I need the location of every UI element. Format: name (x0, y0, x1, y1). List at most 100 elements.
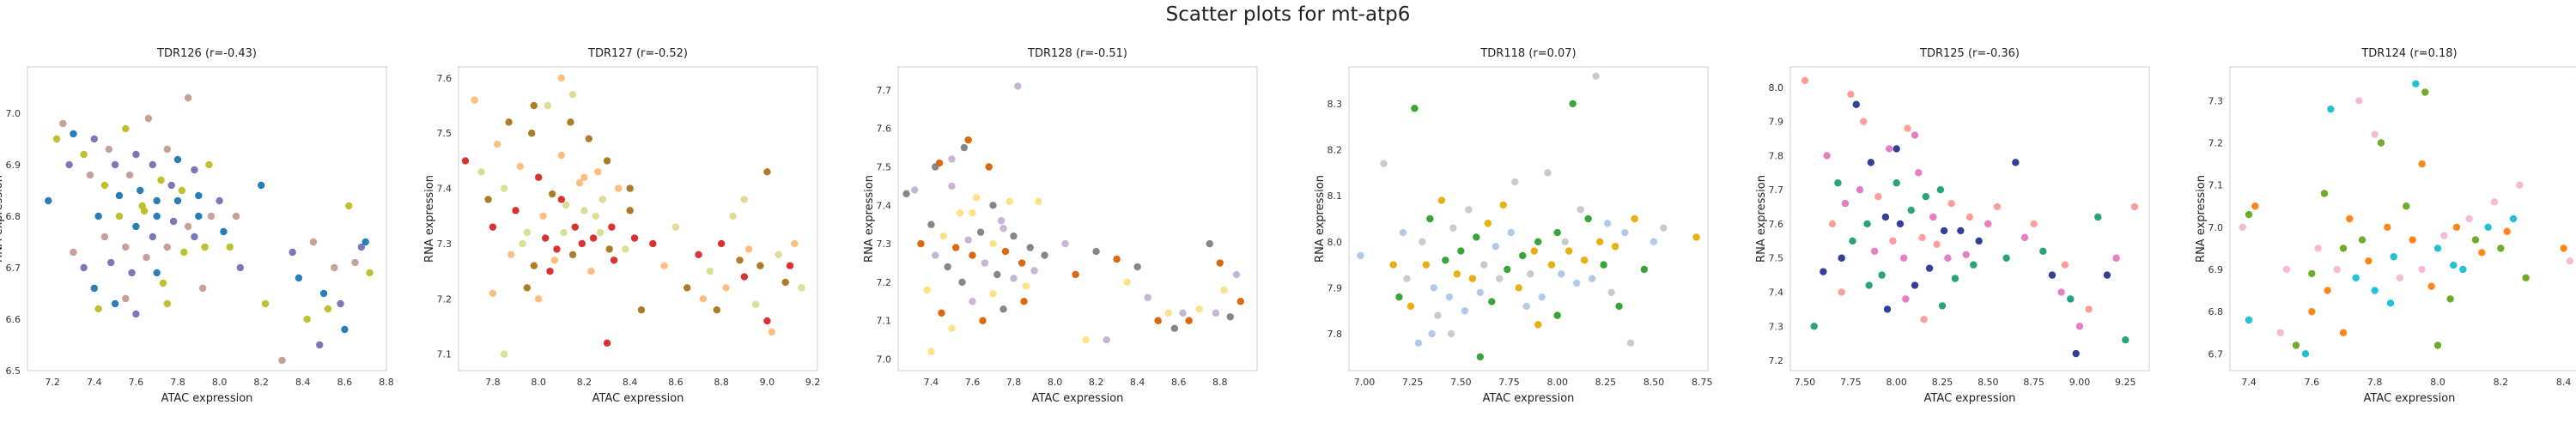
scatter-point (917, 239, 925, 248)
scatter-point (541, 234, 550, 242)
x-tick-label: 7.00 (1354, 377, 1376, 388)
y-tick-label: 7.0 (877, 354, 892, 366)
scatter-point (1870, 247, 1879, 255)
scatter-point (944, 263, 951, 271)
scatter-point (985, 163, 993, 171)
scatter-point (138, 202, 146, 210)
y-tick-label: 7.2 (2208, 138, 2224, 149)
scatter-point (592, 212, 599, 220)
scatter-point (1527, 270, 1534, 278)
y-tick-label: 7.5 (1769, 253, 1784, 264)
x-axis-label: ATAC expression (592, 392, 684, 405)
y-tick-label: 7.7 (1769, 184, 1784, 196)
scatter-point (902, 190, 910, 198)
scatter-point (2418, 160, 2426, 168)
scatter-point (2112, 254, 2120, 262)
x-axis-label: ATAC expression (1032, 392, 1124, 405)
y-tick-label: 7.2 (437, 293, 453, 305)
scatter-point (132, 310, 140, 318)
scatter-point (163, 299, 172, 308)
x-tick-label: 8.4 (1130, 377, 1145, 388)
scatter-point (706, 267, 714, 275)
scatter-point (157, 176, 165, 184)
scatter-point (596, 228, 605, 237)
scatter-point (1920, 316, 1928, 323)
scatter-point (153, 196, 161, 205)
y-tick-label: 6.5 (6, 366, 21, 377)
scatter-point (1082, 335, 1090, 344)
scatter-point (523, 228, 532, 237)
scatter-point (236, 263, 245, 272)
scatter-point (195, 191, 203, 200)
scatter-point (1018, 259, 1026, 267)
scatter-point (1993, 202, 2002, 211)
scatter-point (2103, 271, 2111, 279)
scatter-point (1936, 185, 1945, 194)
scatter-point (2427, 282, 2435, 290)
plot-area (1348, 66, 1709, 372)
scatter-panel-2: TDR127 (r=-0.52) 7.8 8.0 8.2 8.4 8.6 8.8 9.0 9.2… (423, 47, 820, 405)
scatter-point (1595, 238, 1604, 246)
x-tick-label: 8.6 (1171, 377, 1187, 388)
y-tick-label: 7.3 (1769, 321, 1784, 332)
scatter-point (1426, 214, 1434, 223)
scatter-point (722, 284, 730, 292)
scatter-point (751, 300, 760, 308)
scatter-point (205, 160, 213, 169)
scatter-point (2355, 97, 2363, 105)
scatter-point (345, 202, 353, 210)
x-tick-label: 8.00 (1546, 377, 1568, 388)
scatter-point (1447, 329, 1455, 338)
scatter-point (976, 228, 985, 236)
scatter-point (637, 306, 646, 314)
scatter-point (2245, 316, 2253, 324)
scatter-point (736, 257, 744, 264)
scatter-point (1957, 227, 1965, 235)
scatter-point (1457, 247, 1465, 255)
scatter-point (1881, 213, 1890, 221)
scatter-point (216, 196, 223, 205)
scatter-point (527, 130, 536, 137)
scatter-point (958, 278, 966, 287)
x-axis-label: ATAC expression (161, 392, 253, 405)
scatter-point (2320, 190, 2329, 197)
scatter-panel-3: TDR128 (r=-0.51) 7.4 7.6 7.8 8.0 8.2 8.4 8.6 8.8… (863, 47, 1258, 405)
scatter-point (927, 221, 935, 228)
scatter-point (184, 222, 192, 231)
y-tick-label: 7.4 (1769, 287, 1784, 299)
scatter-point (507, 251, 515, 259)
scatter-point (1022, 282, 1030, 290)
scatter-point (1496, 275, 1504, 282)
x-tick-label: 8.2 (253, 377, 269, 388)
scatter-point (128, 269, 136, 277)
scatter-point (1442, 257, 1449, 264)
scatter-point (2386, 299, 2395, 307)
x-tick-label: 8.50 (1978, 377, 1999, 388)
scatter-point (1860, 118, 1868, 125)
scatter-point (1975, 237, 1983, 245)
x-tick-label: 7.8 (1006, 377, 1022, 388)
scatter-point (143, 253, 150, 262)
scatter-point (2039, 247, 2047, 255)
scatter-point (163, 243, 172, 251)
scatter-point (173, 155, 182, 164)
scatter-point (169, 217, 178, 226)
scatter-point (1380, 160, 1388, 167)
scatter-point (144, 114, 153, 123)
scatter-point (729, 212, 737, 220)
scatter-point (1580, 257, 1589, 264)
scatter-point (1357, 251, 1364, 260)
x-tick-label: 8.2 (577, 377, 592, 388)
plot-area (1789, 66, 2150, 372)
y-axis-label: RNA expression (863, 175, 876, 263)
scatter-point (1113, 255, 1121, 263)
scatter-point (938, 309, 945, 317)
scatter-point (2371, 130, 2379, 138)
scatter-point (548, 190, 556, 198)
scatter-point (2327, 105, 2335, 113)
scatter-point (1874, 192, 1882, 201)
scatter-point (337, 299, 344, 308)
y-tick-label: 7.2 (1769, 355, 1784, 366)
scatter-point (610, 257, 618, 264)
scatter-point (80, 150, 88, 159)
